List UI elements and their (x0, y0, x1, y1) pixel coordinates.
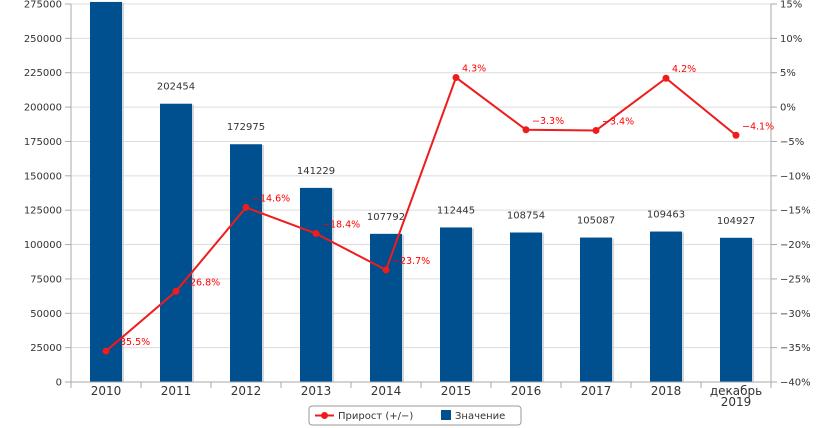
growth-point[interactable] (662, 74, 670, 82)
bar-series (90, 1, 754, 383)
x-axis-category-label: 2013 (301, 384, 332, 398)
left-axis-tick-label: 125000 (24, 206, 62, 217)
bar-value-label: 141229 (297, 166, 335, 177)
growth-point[interactable] (382, 266, 390, 274)
x-axis-category-label: 2010 (91, 384, 122, 398)
bar-value-label: 108754 (507, 211, 545, 222)
x-axis-category-label: 2014 (371, 384, 402, 398)
left-axis-tick-label: 50000 (30, 309, 62, 320)
right-axis-tick-label: −35% (780, 343, 811, 354)
x-axis-category-label: 2017 (581, 384, 612, 398)
bar[interactable] (650, 231, 682, 382)
legend-box (308, 405, 522, 426)
bar[interactable] (300, 187, 332, 382)
legend-item-growth[interactable]: Прирост (+/−) (338, 411, 413, 422)
right-axis-tick-label: −15% (780, 206, 811, 217)
growth-point[interactable] (452, 74, 460, 82)
x-axis-category-label: 2015 (441, 384, 472, 398)
left-axis: 0 25000 50000 75000 100000 125000 150000 175000… (24, 0, 72, 389)
legend-bar-swatch (441, 410, 451, 420)
left-axis-tick-label: 175000 (24, 137, 62, 148)
bar-value-label: 107792 (367, 212, 405, 223)
growth-value-label: −4.1% (742, 121, 774, 132)
legend[interactable]: Прирост (+/−) Значение (308, 405, 522, 426)
left-axis-tick-label: 200000 (24, 103, 62, 114)
bar-value-label: 105087 (577, 216, 615, 227)
x-axis-category-label: 2012 (231, 384, 262, 398)
right-axis-tick-label: −5% (780, 137, 804, 148)
bar-value-label: 104927 (717, 216, 755, 227)
left-axis-tick-label: 250000 (24, 34, 62, 45)
growth-value-label: −23.7% (392, 256, 430, 267)
x-axis-category-label: декабрь 2019 (710, 384, 762, 409)
left-axis-tick-label: 275000 (24, 0, 62, 11)
growth-value-label: −3.3% (532, 116, 564, 127)
bar[interactable] (440, 227, 472, 382)
right-axis-tick-label: 0% (780, 103, 796, 114)
growth-point[interactable] (732, 131, 740, 139)
legend-line-marker (321, 412, 328, 419)
x-axis-category-label: 2018 (651, 384, 682, 398)
bar[interactable] (510, 232, 542, 382)
right-axis-tick-label: −25% (780, 274, 811, 285)
growth-point[interactable] (312, 230, 320, 238)
growth-point[interactable] (242, 203, 250, 211)
bar-value-label: 172975 (227, 122, 265, 133)
left-axis-tick-label: 0 (56, 378, 62, 389)
x-axis: 2010 2011 2012 2013 2014 2015 2016 2017 2018 дека… (70, 381, 772, 409)
bar[interactable] (580, 237, 612, 382)
bar[interactable] (160, 103, 192, 382)
growth-value-label: −14.6% (252, 193, 290, 204)
left-axis-tick-label: 100000 (24, 240, 62, 251)
right-axis-tick-label: 5% (780, 68, 796, 79)
x-axis-category-label: 2016 (511, 384, 542, 398)
left-axis-tick-label: 150000 (24, 171, 62, 182)
growth-point[interactable] (102, 347, 110, 355)
bar-value-label: 202454 (157, 82, 195, 93)
right-axis-tick-label: −20% (780, 240, 811, 251)
bar[interactable] (720, 237, 752, 382)
right-axis-tick-label: −30% (780, 309, 811, 320)
legend-item-value[interactable]: Значение (455, 411, 505, 422)
bar[interactable] (230, 144, 262, 382)
left-axis-tick-label: 25000 (30, 343, 62, 354)
right-axis: −40% −35% −30% −25% −20% −15% −10% −5% 0% 5% 10% 15… (770, 0, 811, 389)
right-axis-tick-label: −40% (780, 378, 811, 389)
growth-value-label: −18.4% (322, 220, 360, 231)
growth-point[interactable] (592, 126, 600, 134)
left-axis-tick-label: 225000 (24, 68, 62, 79)
growth-value-label: −3.4% (602, 116, 634, 127)
growth-value-label: −26.8% (182, 277, 220, 288)
bar-value-label: 112445 (437, 205, 475, 216)
growth-point[interactable] (522, 126, 530, 134)
growth-value-label: 4.2% (672, 64, 696, 75)
right-axis-tick-label: −10% (780, 171, 811, 182)
bar[interactable] (370, 233, 402, 382)
growth-line (105, 75, 737, 352)
left-axis-tick-label: 75000 (30, 274, 62, 285)
growth-point[interactable] (172, 287, 180, 295)
x-axis-category-label: 2011 (161, 384, 192, 398)
growth-value-label: −35.5% (112, 337, 150, 348)
bar-value-label: 109463 (647, 210, 685, 221)
right-axis-tick-label: 15% (780, 0, 802, 11)
bar[interactable] (90, 1, 122, 383)
bar-labels: 202454 172975 141229 107792 112445 108754 1050… (157, 82, 755, 227)
line-series: −35.5% −26.8% −14.6% −18.4% −23.7% 4.3% −3.3% −… (102, 64, 774, 355)
right-axis-tick-label: 10% (780, 34, 802, 45)
growth-value-label: 4.3% (462, 64, 486, 75)
